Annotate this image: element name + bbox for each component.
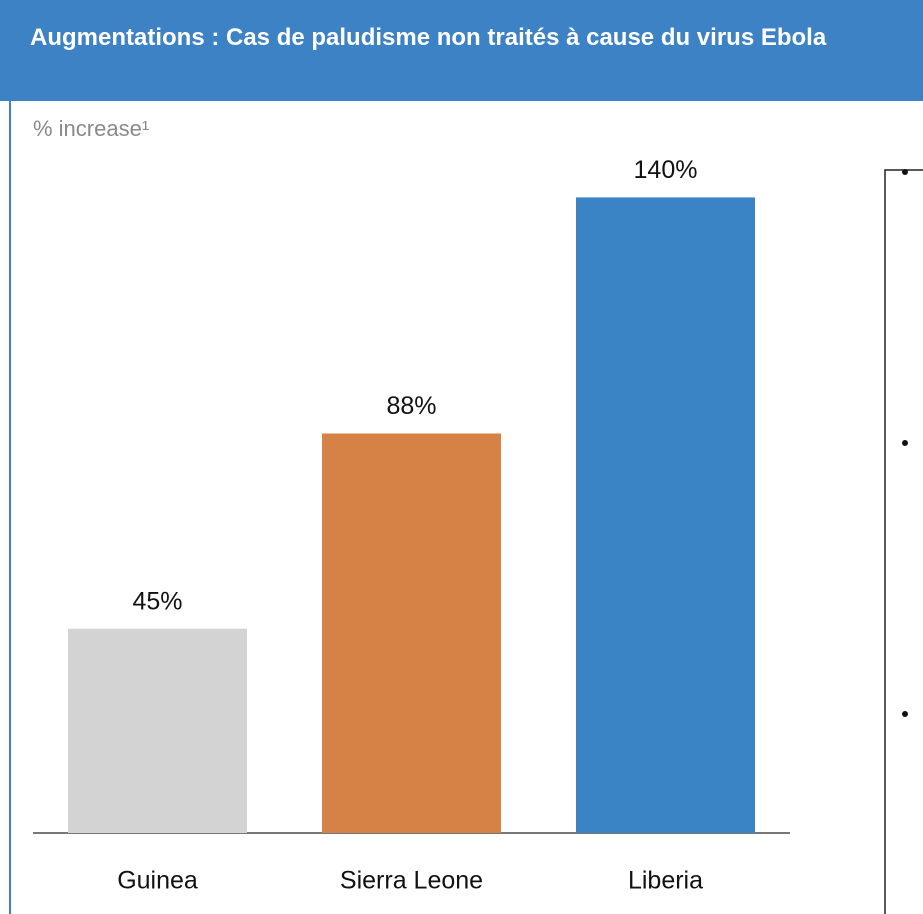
value-label: 140% <box>634 156 698 184</box>
title-box: Augmentations : Cas de paludisme non tra… <box>30 24 827 51</box>
bar <box>576 197 755 833</box>
bullet <box>902 440 908 446</box>
bar <box>68 628 247 833</box>
x-tick-label: Guinea <box>117 867 198 895</box>
value-label: 88% <box>386 392 436 420</box>
side-panel <box>884 169 923 914</box>
y-axis-label: % increase¹ <box>33 116 149 141</box>
bullet <box>902 169 908 175</box>
bar <box>322 433 501 833</box>
left-border <box>9 101 11 914</box>
x-tick-label: Sierra Leone <box>340 867 483 895</box>
bullet <box>902 711 908 717</box>
header-bar <box>0 0 923 101</box>
x-tick-label: Liberia <box>628 867 703 895</box>
chart-title: Augmentations : Cas de paludisme non tra… <box>30 24 827 51</box>
value-label: 45% <box>132 587 182 615</box>
